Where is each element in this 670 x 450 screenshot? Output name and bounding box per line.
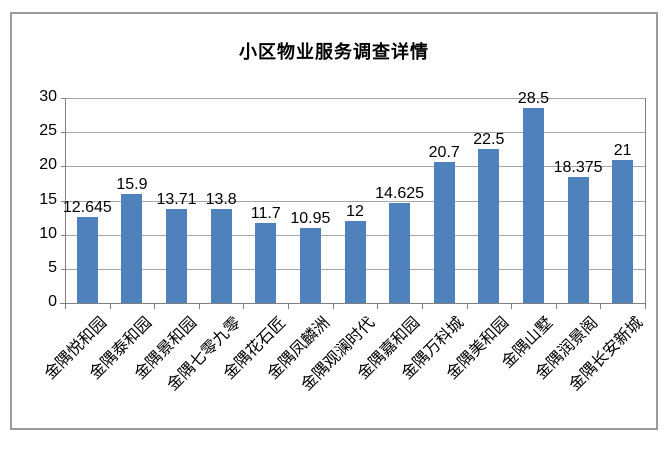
x-axis-tick-mark [466,303,468,309]
x-axis-tick-mark [645,303,646,309]
x-axis-tick-mark [109,303,111,309]
y-axis-tick-label: 30 [39,88,57,105]
bar[interactable] [210,208,232,303]
bar[interactable] [255,223,277,303]
x-axis-tick-mark [243,303,245,309]
bar-value-label: 20.7 [428,143,460,161]
y-axis-tick-mark [61,132,65,134]
bar-value-label: 12 [346,203,364,220]
bar[interactable] [478,149,500,303]
y-axis-tick-mark [61,200,65,202]
bar-value-label: 18.375 [553,159,603,177]
bar-value-label: 21 [613,141,632,159]
bar-value-label: 10.95 [290,210,331,228]
gridline [65,200,645,202]
bar[interactable] [522,108,544,303]
bar-value-label: 11.7 [250,205,281,223]
y-axis-tick-mark [61,166,65,168]
y-axis-tick-label: 25 [39,122,57,140]
y-axis-tick-mark [61,268,65,270]
bar[interactable] [76,216,98,303]
bar-value-label: 12.645 [62,198,112,216]
bar-value-label: 14.625 [375,185,425,203]
bar-value-label: 22.5 [473,131,505,149]
x-axis-tick-mark [377,303,379,309]
x-axis-tick-mark [555,303,557,309]
x-axis-line [60,303,646,304]
y-axis-tick-label: 5 [48,258,57,276]
bar[interactable] [344,221,366,303]
plot-right-border [645,98,646,303]
bar-value-label: 13.8 [205,190,237,208]
y-axis-tick-mark [61,234,65,236]
y-axis-tick-mark [61,98,65,99]
bar-value-label: 13.71 [156,191,197,209]
y-axis-line [65,98,66,309]
y-axis-tick-mark [61,303,65,304]
bar-value-label: 15.9 [116,176,148,194]
bar-value-label: 28.5 [517,90,550,108]
bar[interactable] [299,228,321,303]
bar[interactable] [433,161,455,303]
gridline [65,98,645,99]
x-axis-tick-mark [65,303,66,309]
x-axis-tick-mark [511,303,513,309]
x-axis-tick-mark [198,303,200,309]
x-axis-tick-mark [332,303,334,309]
x-axis-tick-mark [154,303,156,309]
y-axis-tick-label: 20 [39,156,57,174]
x-axis-tick-mark [421,303,423,309]
x-axis-tick-mark [288,303,290,309]
bar[interactable] [567,177,589,303]
y-axis-tick-label: 0 [48,293,57,310]
gridline [65,166,645,168]
y-axis-tick-label: 10 [39,224,57,242]
y-axis-tick-label: 15 [39,190,57,208]
bar[interactable] [389,203,411,303]
bar[interactable] [166,209,188,303]
chart-title: 小区物业服务调查详情 [239,42,429,62]
gridline [65,132,645,134]
x-axis-tick-mark [600,303,602,309]
bar[interactable] [121,194,143,303]
chart-frame-border[interactable] [10,12,658,430]
bar[interactable] [612,159,634,303]
